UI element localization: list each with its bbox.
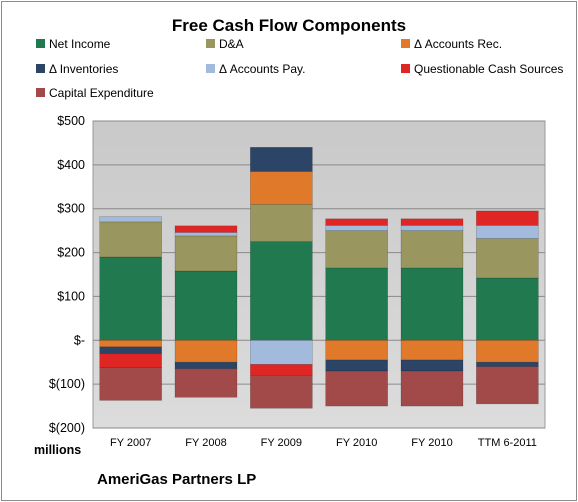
bar-segment (174, 270, 238, 341)
bar-segment (476, 339, 539, 363)
bar-segment (476, 361, 539, 367)
y-tick-label: $400 (57, 158, 85, 172)
bar-segment (476, 210, 539, 226)
bar-segment (250, 241, 313, 341)
legend-label: Questionable Cash Sources (414, 62, 564, 76)
plot-area (92, 120, 546, 429)
bar-segment (476, 366, 539, 405)
legend-label: Δ Accounts Rec. (414, 37, 503, 51)
y-tick-label: $(100) (49, 377, 85, 391)
bar-segment (99, 367, 162, 401)
bar-segment (325, 230, 388, 269)
bar-segment (400, 339, 464, 361)
legend-label: D&A (219, 37, 244, 51)
y-tick-label: $(200) (49, 421, 85, 435)
bar-segment (400, 370, 464, 407)
bar-segment (174, 232, 238, 237)
legend-item: Questionable Cash Sources (401, 62, 563, 76)
bar-segment (174, 235, 238, 272)
y-tick-label: $- (74, 333, 85, 347)
bar-segment (174, 361, 238, 370)
legend-swatch (401, 64, 410, 74)
legend-swatch (206, 64, 215, 74)
chart-title: Free Cash Flow Components (171, 16, 407, 35)
x-tick-label: FY 2008 (185, 437, 226, 449)
bar-segment (250, 364, 313, 376)
legend-item: D&A (206, 37, 244, 51)
bar-segment (174, 225, 238, 233)
bar-segment (325, 359, 388, 372)
legend-item: Capital Expenditure (36, 86, 154, 100)
x-tick-label: TTM 6-2011 (478, 437, 537, 449)
bar-segment (476, 277, 539, 341)
legend-swatch (206, 39, 215, 49)
legend-label: Δ Accounts Pay. (219, 62, 306, 76)
legend-label: Δ Inventories (49, 62, 119, 76)
y-axis-label: millions (34, 443, 82, 457)
legend-item: Net Income (36, 37, 110, 51)
y-tick-label: $200 (57, 246, 85, 260)
bar-segment (174, 368, 238, 398)
x-tick-label: FY 2010 (411, 437, 452, 449)
bar-segment (99, 346, 162, 354)
bar-segment (99, 256, 162, 341)
bar-segment (325, 339, 388, 361)
bar-segment (250, 204, 313, 242)
bar-segment (99, 339, 162, 348)
bar-segment (325, 225, 388, 231)
bar-segment (99, 221, 162, 258)
legend-swatch (401, 39, 410, 49)
y-tick-label: $100 (57, 289, 85, 303)
bar-segment (400, 225, 464, 231)
bar-segment (250, 375, 313, 409)
legend-swatch (36, 88, 45, 98)
y-tick-label: $500 (57, 114, 85, 128)
bar-segment (99, 216, 162, 223)
bar-segment (250, 171, 313, 205)
bar-segment (174, 339, 238, 363)
bar-segment (400, 230, 464, 269)
bar-segment (476, 225, 539, 239)
bar-segment (325, 267, 388, 341)
bar-segment (250, 339, 313, 365)
x-tick-label: FY 2007 (110, 437, 151, 449)
legend-swatch (36, 64, 45, 74)
legend-item: Δ Inventories (36, 62, 118, 76)
bar-segment (325, 370, 388, 407)
legend-item: Δ Accounts Rec. (401, 37, 502, 51)
x-tick-label: FY 2009 (261, 437, 302, 449)
y-tick-label: $300 (57, 202, 85, 216)
bar-segment (400, 267, 464, 341)
legend-label: Capital Expenditure (49, 86, 154, 100)
bar-segment (325, 218, 388, 226)
legend-item: Δ Accounts Pay. (206, 62, 306, 76)
company-name: AmeriGas Partners LP (97, 471, 257, 488)
bar-segment (400, 218, 464, 226)
legend-swatch (36, 39, 45, 49)
legend-label: Net Income (49, 37, 111, 51)
bar-segment (99, 353, 162, 368)
bar-segment (476, 238, 539, 279)
bar-segment (250, 147, 313, 172)
x-tick-label: FY 2010 (336, 437, 377, 449)
bar-segment (400, 359, 464, 372)
